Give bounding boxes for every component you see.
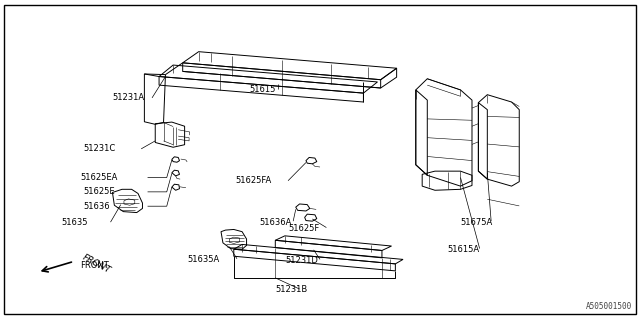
- Text: A505001500: A505001500: [586, 302, 632, 311]
- Text: 51231C: 51231C: [84, 144, 116, 153]
- Text: 51636A: 51636A: [259, 218, 292, 227]
- Text: 51625FA: 51625FA: [236, 176, 272, 185]
- Text: 51615A: 51615A: [448, 245, 480, 254]
- Text: 51625E: 51625E: [84, 188, 115, 196]
- Text: 51636: 51636: [84, 202, 110, 211]
- Text: 51615: 51615: [250, 85, 276, 94]
- Text: 51635: 51635: [61, 218, 88, 227]
- Text: 51675A: 51675A: [461, 218, 493, 227]
- Text: 51231D: 51231D: [285, 256, 317, 265]
- Text: FRONT: FRONT: [81, 253, 112, 276]
- Text: 51231A: 51231A: [113, 93, 145, 102]
- Text: 51231B: 51231B: [275, 284, 308, 293]
- Text: 51625F: 51625F: [288, 224, 319, 233]
- Text: 51635A: 51635A: [188, 255, 220, 264]
- Text: FRONT: FRONT: [81, 261, 109, 270]
- Text: 51625EA: 51625EA: [81, 173, 118, 182]
